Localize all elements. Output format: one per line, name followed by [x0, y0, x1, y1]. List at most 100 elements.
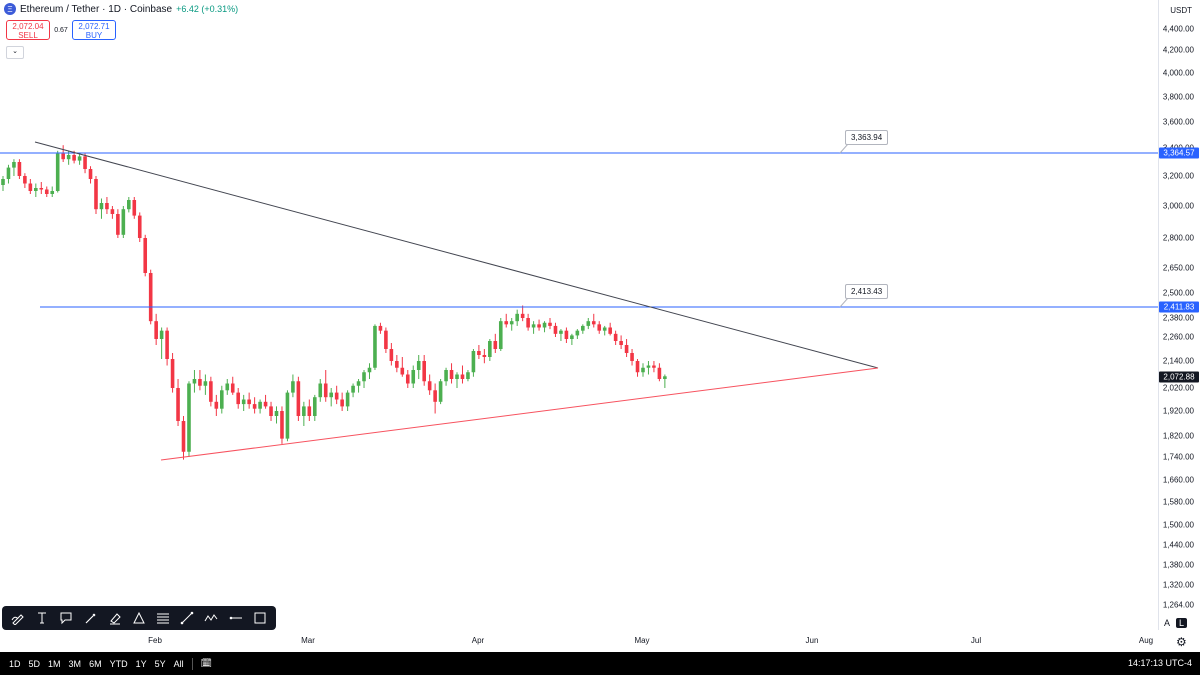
candle-body[interactable]	[542, 322, 547, 328]
clock-display[interactable]: 14:17:13 UTC-4	[1127, 658, 1192, 668]
candle-body[interactable]	[263, 401, 268, 407]
candle-body[interactable]	[526, 318, 530, 328]
candle-body[interactable]	[116, 214, 120, 235]
symbol-title[interactable]: Ethereum / Tether · 1D · Coinbase	[20, 3, 173, 15]
candle-body[interactable]	[236, 392, 241, 405]
candle-body[interactable]	[411, 370, 416, 384]
price-callout-mid[interactable]: 2,413.43	[845, 284, 889, 299]
candle-body[interactable]	[608, 327, 612, 334]
candle-body[interactable]	[220, 390, 224, 409]
horizontal-ray-icon[interactable]	[228, 610, 244, 626]
candle-body[interactable]	[137, 215, 142, 238]
currency-label[interactable]: USDT	[1170, 6, 1192, 15]
candle-body[interactable]	[630, 353, 634, 361]
auto-scale-button[interactable]: A	[1164, 618, 1171, 628]
candle-body[interactable]	[291, 381, 295, 393]
candle-body[interactable]	[269, 406, 273, 416]
range-5y-button[interactable]: 5Y	[154, 658, 166, 669]
candle-body[interactable]	[460, 374, 465, 380]
candle-body[interactable]	[50, 191, 55, 194]
candle-body[interactable]	[192, 379, 197, 384]
candle-body[interactable]	[537, 324, 541, 328]
price-chart[interactable]	[0, 0, 1158, 630]
range-ytd-button[interactable]: YTD	[109, 658, 128, 669]
range-5d-button[interactable]: 5D	[28, 658, 41, 669]
range-1m-button[interactable]: 1M	[48, 658, 61, 669]
candle-body[interactable]	[214, 401, 219, 409]
candle-body[interactable]	[575, 330, 580, 336]
candle-body[interactable]	[230, 383, 235, 393]
candle-body[interactable]	[422, 361, 426, 382]
candle-body[interactable]	[61, 153, 65, 160]
chart-canvas[interactable]: Ξ Ethereum / Tether · 1D · Coinbase +6.4…	[0, 0, 1158, 630]
candle-body[interactable]	[6, 167, 11, 179]
candle-body[interactable]	[94, 179, 98, 210]
candle-body[interactable]	[28, 183, 33, 192]
candle-body[interactable]	[99, 203, 104, 210]
candle-body[interactable]	[373, 325, 377, 368]
candle-body[interactable]	[165, 330, 169, 359]
candle-body[interactable]	[340, 399, 344, 407]
candle-body[interactable]	[488, 341, 492, 357]
candle-body[interactable]	[570, 335, 574, 339]
candle-body[interactable]	[307, 406, 312, 416]
collapse-chevron-icon[interactable]: ⌄	[6, 46, 24, 59]
candle-body[interactable]	[198, 379, 202, 386]
candle-body[interactable]	[148, 273, 153, 322]
candle-body[interactable]	[581, 325, 585, 331]
candle-body[interactable]	[498, 321, 503, 349]
candle-body[interactable]	[449, 370, 454, 379]
candle-body[interactable]	[83, 156, 87, 169]
pencil-icon[interactable]	[10, 610, 26, 626]
candle-body[interactable]	[225, 383, 230, 391]
candle-body[interactable]	[591, 321, 596, 325]
range-1y-button[interactable]: 1Y	[135, 658, 147, 669]
sell-button[interactable]: 2,072.04 SELL	[6, 20, 50, 40]
candle-body[interactable]	[170, 359, 175, 388]
candle-body[interactable]	[23, 176, 27, 184]
candle-body[interactable]	[334, 392, 339, 400]
candle-body[interactable]	[635, 361, 640, 373]
candle-body[interactable]	[66, 155, 71, 160]
candle-body[interactable]	[384, 330, 388, 349]
candle-body[interactable]	[323, 383, 328, 398]
candle-body[interactable]	[159, 330, 164, 339]
candle-body[interactable]	[318, 383, 323, 398]
candle-body[interactable]	[471, 351, 476, 373]
candle-body[interactable]	[55, 153, 60, 191]
candle-body[interactable]	[597, 324, 602, 331]
candle-body[interactable]	[652, 365, 656, 368]
candle-body[interactable]	[477, 351, 481, 355]
candle-body[interactable]	[367, 367, 372, 373]
candle-body[interactable]	[548, 322, 552, 326]
candle-body[interactable]	[405, 374, 410, 384]
candle-body[interactable]	[663, 376, 667, 379]
candle-body[interactable]	[44, 189, 49, 195]
path-icon[interactable]	[203, 610, 219, 626]
candle-body[interactable]	[466, 372, 470, 379]
candle-body[interactable]	[345, 392, 350, 407]
candle-body[interactable]	[12, 162, 16, 168]
candle-body[interactable]	[433, 390, 437, 402]
candle-body[interactable]	[559, 330, 563, 334]
candle-body[interactable]	[504, 321, 509, 325]
candle-body[interactable]	[613, 333, 618, 341]
candle-body[interactable]	[241, 399, 246, 405]
candle-body[interactable]	[356, 381, 361, 386]
candle-body[interactable]	[602, 327, 607, 331]
candle-body[interactable]	[378, 325, 383, 331]
note-icon[interactable]	[58, 610, 74, 626]
candle-body[interactable]	[143, 238, 148, 273]
candle-body[interactable]	[427, 381, 432, 391]
candle-body[interactable]	[209, 381, 213, 402]
candle-body[interactable]	[641, 367, 645, 373]
candle-body[interactable]	[127, 200, 131, 210]
triangle-icon[interactable]	[131, 610, 147, 626]
candle-body[interactable]	[444, 370, 448, 382]
candle-body[interactable]	[389, 349, 394, 361]
candle-body[interactable]	[252, 404, 257, 409]
candle-body[interactable]	[77, 156, 82, 161]
candle-body[interactable]	[258, 401, 262, 409]
candle-body[interactable]	[88, 169, 93, 179]
brush-icon[interactable]	[83, 610, 99, 626]
